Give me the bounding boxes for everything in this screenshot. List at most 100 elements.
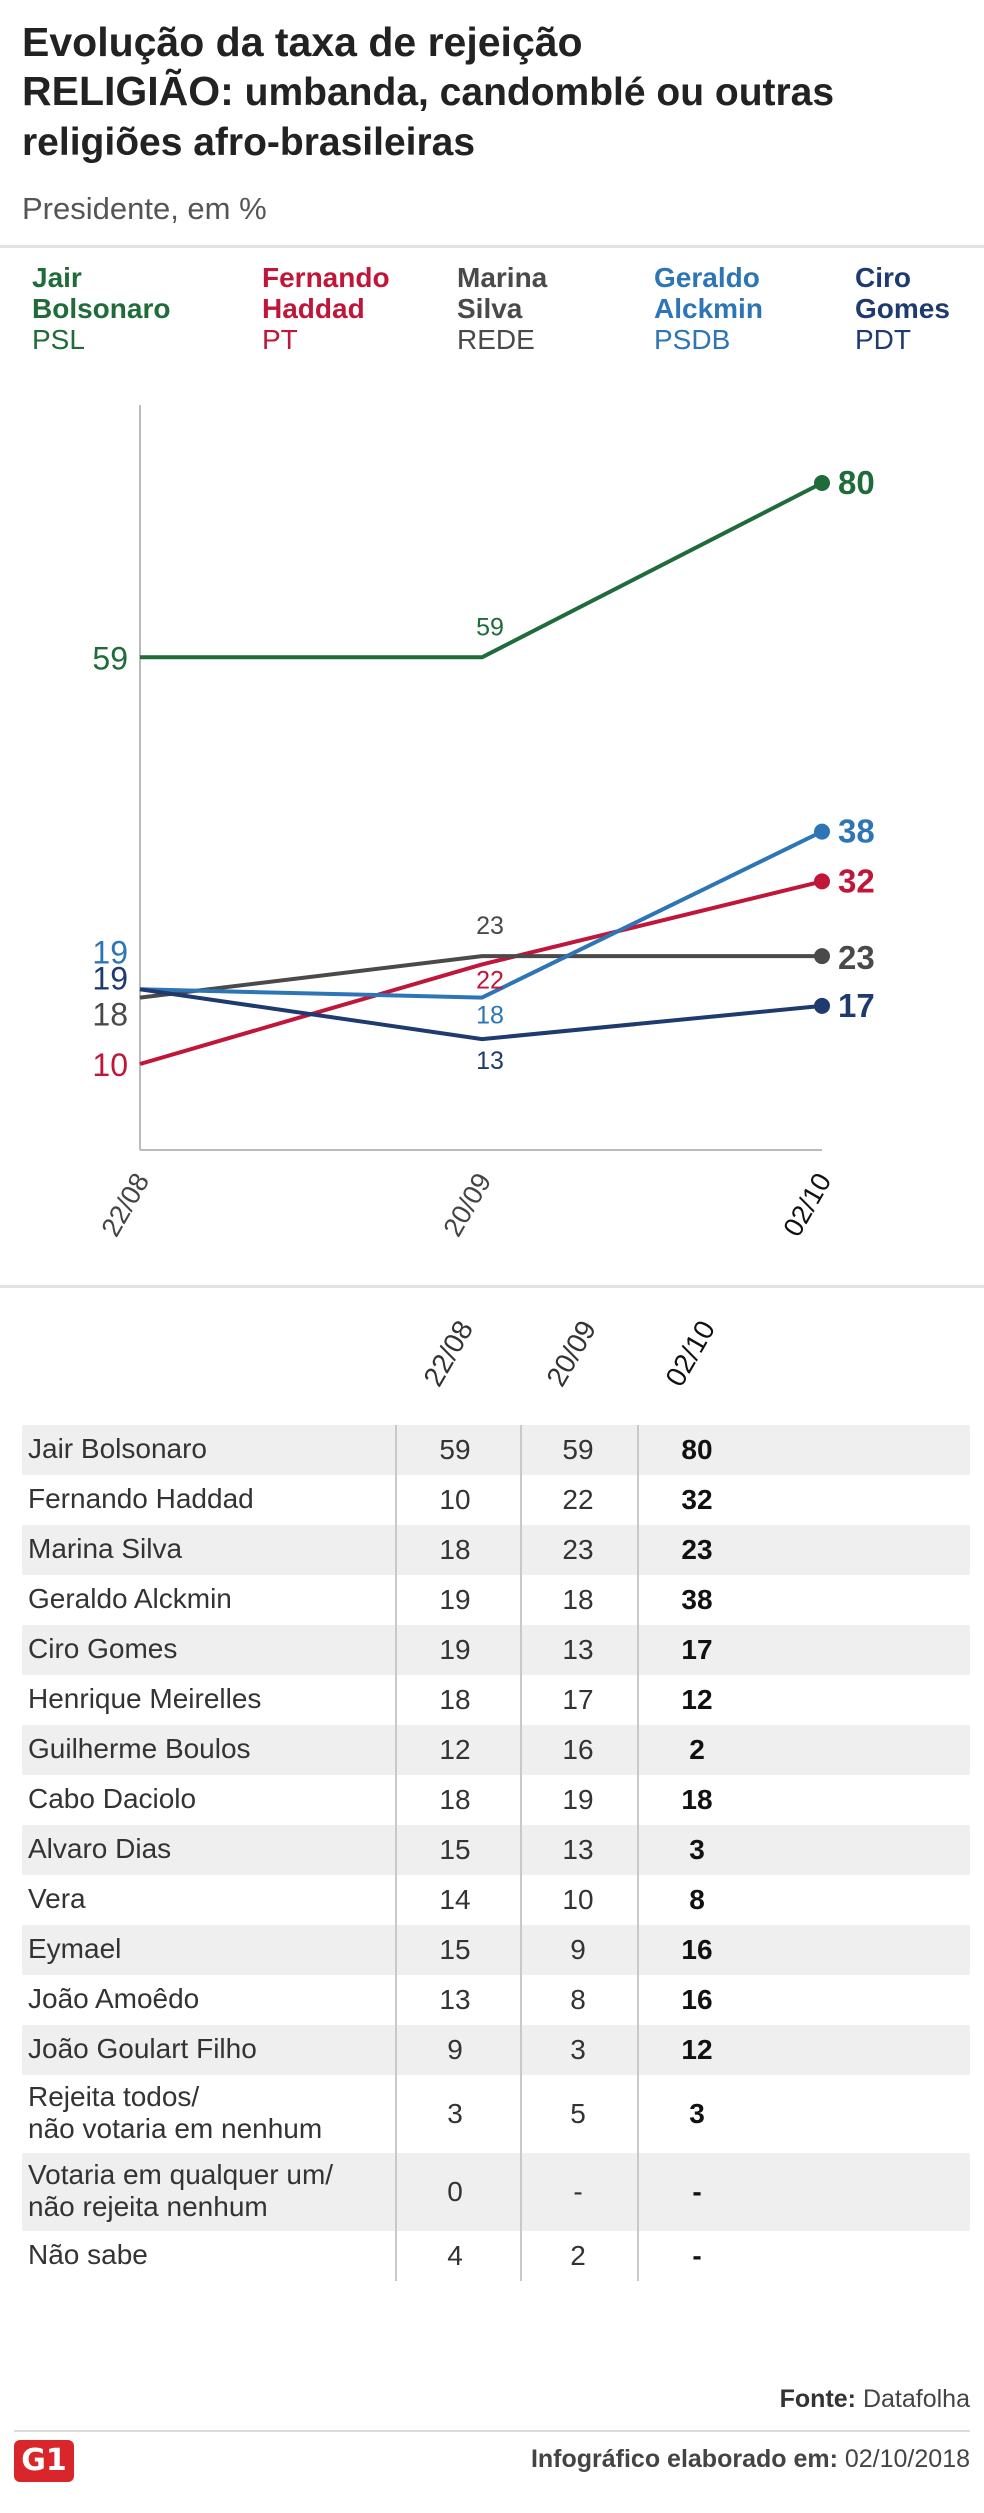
- table-cell: 15: [439, 1934, 471, 1965]
- row-label-line: João Goulart Filho: [28, 2033, 257, 2064]
- row-label-line: Marina Silva: [28, 1533, 183, 1564]
- series-end-point-1: [814, 873, 830, 890]
- legend-name-last: Silva: [457, 293, 523, 324]
- table-cell: 23: [562, 1534, 594, 1565]
- table-row: Vera 14 10 8: [22, 1875, 970, 1925]
- row-label-line: Rejeita todos/: [28, 2081, 200, 2112]
- legend-item-0: Jair Bolsonaro PSL: [32, 262, 170, 355]
- row-label: João Amoêdo: [28, 1983, 199, 2015]
- legend-party: REDE: [457, 324, 535, 355]
- row-label-line: Jair Bolsonaro: [28, 1433, 207, 1464]
- table-row: Geraldo Alckmin 19 18 38: [22, 1575, 970, 1625]
- source-value: Datafolha: [862, 2385, 970, 2413]
- table-cell: 18: [439, 1684, 471, 1715]
- table-row: Não sabe 4 2 -: [22, 2231, 970, 2281]
- table-cell: 3: [689, 1834, 705, 1865]
- table-col-header: 22/08: [417, 1315, 480, 1392]
- title-line2-bold: RELIGIÃO:: [22, 68, 234, 114]
- row-label: Guilherme Boulos: [28, 1733, 251, 1765]
- row-label: Geraldo Alckmin: [28, 1583, 232, 1615]
- legend-name-last: Haddad: [262, 293, 365, 324]
- table-cell: -: [692, 2176, 702, 2207]
- start-value-label: 19: [92, 934, 128, 970]
- row-label-line: Geraldo Alckmin: [28, 1583, 232, 1614]
- x-tick-label: 20/09: [437, 1168, 497, 1242]
- end-value-label: 80: [838, 464, 875, 501]
- row-label: Votaria em qualquer um/não rejeita nenhu…: [28, 2159, 333, 2223]
- table-cell: 3: [689, 2098, 705, 2129]
- table-row: Marina Silva 18 23 23: [22, 1525, 970, 1575]
- row-label: Vera: [28, 1883, 86, 1915]
- start-value-label: 19: [92, 960, 128, 996]
- made-date: 02/10/2018: [844, 2445, 970, 2473]
- table-cell: 16: [562, 1734, 594, 1765]
- table-cell: 0: [447, 2176, 463, 2207]
- table-row: Guilherme Boulos 12 16 2: [22, 1725, 970, 1775]
- row-label: Henrique Meirelles: [28, 1683, 261, 1715]
- legend-name-first: Fernando: [262, 262, 390, 293]
- series-line-2: [139, 954, 822, 1000]
- source-label: Fonte:: [779, 2385, 857, 2413]
- row-label: João Goulart Filho: [28, 2033, 257, 2065]
- table-row: João Goulart Filho 9 3 12: [22, 2025, 970, 2075]
- row-label-line: Ciro Gomes: [28, 1633, 178, 1664]
- series-line-4: [139, 987, 823, 1042]
- table-cell: 9: [570, 1934, 586, 1965]
- g1-logo: G1: [14, 2440, 74, 2482]
- row-label-line: Henrique Meirelles: [28, 1683, 262, 1714]
- table-row: Alvaro Dias 15 13 3: [22, 1825, 970, 1875]
- table-cell: 18: [439, 1534, 471, 1565]
- table-column-divider: [520, 1425, 522, 2281]
- table-cell: 38: [681, 1584, 713, 1615]
- separator-top: [0, 245, 984, 248]
- table-cell: 5: [570, 2098, 586, 2129]
- legend-name-last: Gomes: [855, 293, 950, 324]
- series-line-3: [139, 829, 823, 1000]
- row-label-line: não votaria em nenhum: [28, 2113, 323, 2144]
- table-col-header: 02/10: [659, 1315, 722, 1392]
- series-line-1: [139, 879, 823, 1066]
- row-label-line: Fernando Haddad: [28, 1483, 254, 1514]
- end-value-label: 32: [838, 862, 875, 899]
- table-cell: 15: [439, 1834, 471, 1865]
- subtitle: Presidente, em %: [22, 191, 267, 226]
- table-cell: 4: [447, 2240, 463, 2271]
- table-cell: 59: [562, 1434, 594, 1465]
- legend-item-4: Ciro Gomes PDT: [855, 262, 950, 355]
- series-end-point-2: [814, 948, 830, 965]
- table-cell: 13: [439, 1984, 471, 2015]
- legend-name-first: Marina: [457, 262, 548, 293]
- table-cell: 18: [681, 1784, 713, 1815]
- mid-value-label: 23: [476, 912, 504, 940]
- table-row: Henrique Meirelles 18 17 12: [22, 1675, 970, 1725]
- table-cell: 8: [570, 1984, 586, 2015]
- made-label: Infográfico elaborado em:: [530, 2445, 838, 2473]
- row-label: Não sabe: [28, 2239, 148, 2271]
- legend-item-2: Marina Silva REDE: [457, 262, 547, 355]
- table-row: Cabo Daciolo 18 19 18: [22, 1775, 970, 1825]
- end-value-label: 17: [838, 987, 875, 1024]
- row-label-line: não rejeita nenhum: [28, 2191, 268, 2222]
- table-cell: 12: [681, 2034, 713, 2065]
- table-cell: -: [573, 2176, 583, 2207]
- table-row: João Amoêdo 13 8 16: [22, 1975, 970, 2025]
- source-note: Fonte: Datafolha: [780, 2385, 970, 2414]
- table-cell: 12: [681, 1684, 713, 1715]
- series-line-0: [140, 481, 823, 660]
- table-cell: 10: [562, 1884, 594, 1915]
- table-cell: 2: [689, 1734, 705, 1765]
- legend-party: PDT: [855, 324, 911, 355]
- row-label-line: Eymael: [28, 1933, 122, 1964]
- row-label: Marina Silva: [28, 1533, 182, 1565]
- table-cell: 12: [439, 1734, 471, 1765]
- table-cell: 14: [439, 1884, 471, 1915]
- title-line2-rest: umbanda, candomblé ou outras religiões a…: [22, 71, 835, 164]
- end-value-label: 38: [838, 813, 875, 850]
- table-row: Fernando Haddad 10 22 32: [22, 1475, 970, 1525]
- table-row: Votaria em qualquer um/não rejeita nenhu…: [22, 2153, 970, 2231]
- table-cell: 32: [681, 1484, 713, 1515]
- table-cell: 13: [562, 1834, 594, 1865]
- table-cell: 16: [681, 1934, 713, 1965]
- table-row: Rejeita todos/não votaria em nenhum 3 5 3: [22, 2075, 970, 2153]
- row-label: Ciro Gomes: [28, 1633, 177, 1665]
